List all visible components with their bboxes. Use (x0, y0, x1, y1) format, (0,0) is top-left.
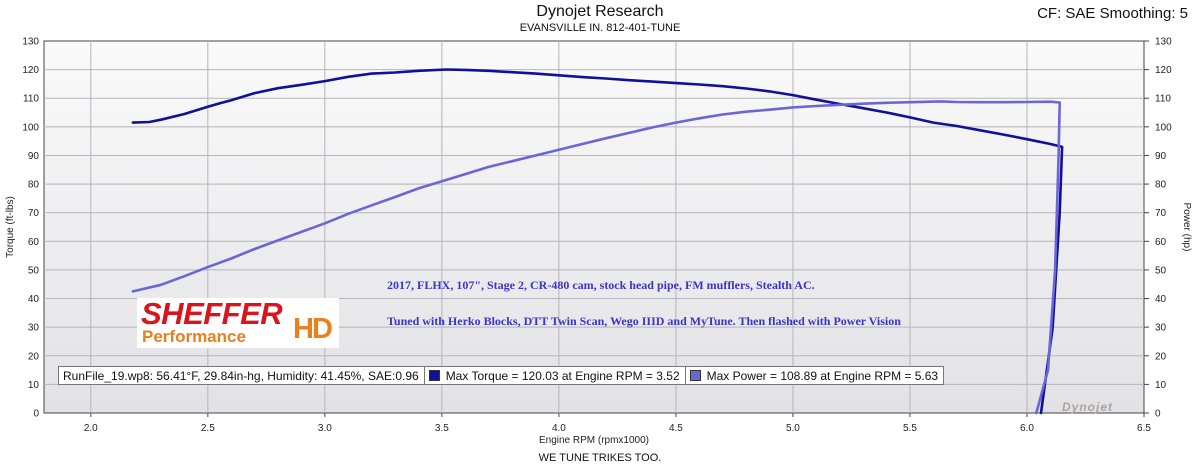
y-tick-label: 30 (28, 323, 40, 334)
y2-tick-label: 10 (1155, 380, 1167, 391)
y2-tick-label: 110 (1155, 94, 1171, 105)
torque-curve (131, 68, 1064, 415)
legend-torque: Max Torque = 120.03 at Engine RPM = 3.52 (425, 367, 686, 384)
y-tick-label: 60 (28, 237, 40, 248)
y-tick-label: 90 (28, 151, 40, 162)
y2-axis-ticks: 0 10 20 30 40 50 60 70 80 90 100 110 120 130 (1144, 37, 1172, 420)
y-tick-label: 120 (22, 65, 39, 76)
y2-tick-label: 100 (1155, 122, 1172, 133)
y2-tick-label: 70 (1155, 208, 1167, 219)
logo-performance-text: Performance (142, 327, 246, 346)
x-tick-label: 3.5 (435, 423, 449, 434)
y-tick-label: 40 (28, 294, 40, 305)
y-tick-label: 10 (28, 380, 40, 391)
dynojet-watermark: Dynojet (1062, 400, 1114, 414)
y2-tick-label: 20 (1155, 351, 1167, 362)
y-tick-label: 130 (22, 37, 39, 48)
x-tick-label: 2.5 (201, 423, 215, 434)
y2-tick-label: 60 (1155, 237, 1167, 248)
y2-tick-label: 80 (1155, 180, 1167, 191)
y2-tick-label: 50 (1155, 265, 1167, 276)
x-tick-label: 2.0 (84, 423, 98, 434)
y-tick-label: 0 (33, 409, 39, 420)
x-tick-label: 5.0 (786, 423, 800, 434)
x-tick-label: 6.0 (1020, 423, 1034, 434)
logo-sheffer-text: SHEFFER (141, 296, 283, 331)
x-tick-label: 5.5 (903, 423, 917, 434)
y2-tick-label: 130 (1155, 37, 1172, 48)
y2-tick-label: 120 (1155, 65, 1172, 76)
correction-factor-label: CF: SAE Smoothing: 5 (1037, 5, 1188, 22)
x-axis-label: Engine RPM (rpmx1000) (539, 435, 649, 446)
chart-subtitle: EVANSVILLE IN. 812-401-TUNE (519, 22, 681, 34)
logo-hd-text: HD (293, 313, 333, 345)
grid-lines (44, 41, 1144, 413)
chart-title: Dynojet Research (536, 3, 664, 20)
tuning-description: Tuned with Herko Blocks, DTT Twin Scan, … (387, 314, 901, 328)
x-tick-label: 4.5 (669, 423, 683, 434)
legend-power-text: Max Power = 108.89 at Engine RPM = 5.63 (706, 368, 939, 383)
x-tick-label: 3.0 (318, 423, 332, 434)
x-axis-ticks: 2.0 2.5 3.0 3.5 4.0 4.5 5.0 5.5 6.0 6.5 (84, 413, 1151, 434)
legend-runfile: RunFile_19.wp8: 56.41°F, 29.84in-hg, Hum… (59, 367, 425, 384)
y-tick-label: 80 (28, 180, 40, 191)
x-tick-label: 4.0 (552, 423, 566, 434)
legend-runfile-text: RunFile_19.wp8: 56.41°F, 29.84in-hg, Hum… (63, 368, 419, 383)
y2-tick-label: 40 (1155, 294, 1167, 305)
sheffer-performance-logo: SHEFFER Performance HD (137, 296, 339, 348)
y2-tick-label: 30 (1155, 323, 1167, 334)
legend-power-swatch (689, 370, 701, 381)
legend-torque-swatch (428, 370, 440, 381)
y-tick-label: 110 (23, 94, 39, 105)
y-tick-label: 70 (28, 208, 40, 219)
y-axis-ticks: 0 10 20 30 40 50 60 70 80 90 100 110 120 130 (22, 37, 39, 420)
y-tick-label: 100 (22, 122, 39, 133)
footer-text: WE TUNE TRIKES TOO. (538, 452, 662, 464)
run-description: 2017, FLHX, 107", Stage 2, CR-480 cam, s… (387, 278, 815, 292)
y2-axis-label: Power (hp) (1181, 203, 1192, 252)
legend: RunFile_19.wp8: 56.41°F, 29.84in-hg, Hum… (58, 366, 945, 385)
y-tick-label: 20 (28, 351, 40, 362)
y-axis-label: Torque (ft-lbs) (5, 196, 16, 258)
y2-tick-label: 90 (1155, 151, 1167, 162)
x-tick-label: 6.5 (1137, 423, 1151, 434)
y-tick-label: 50 (28, 265, 40, 276)
legend-power: Max Power = 108.89 at Engine RPM = 5.63 (686, 367, 943, 384)
power-curve (131, 100, 1061, 415)
y2-tick-label: 0 (1155, 409, 1161, 420)
legend-torque-text: Max Torque = 120.03 at Engine RPM = 3.52 (445, 368, 680, 383)
plot-area (43, 40, 1145, 414)
